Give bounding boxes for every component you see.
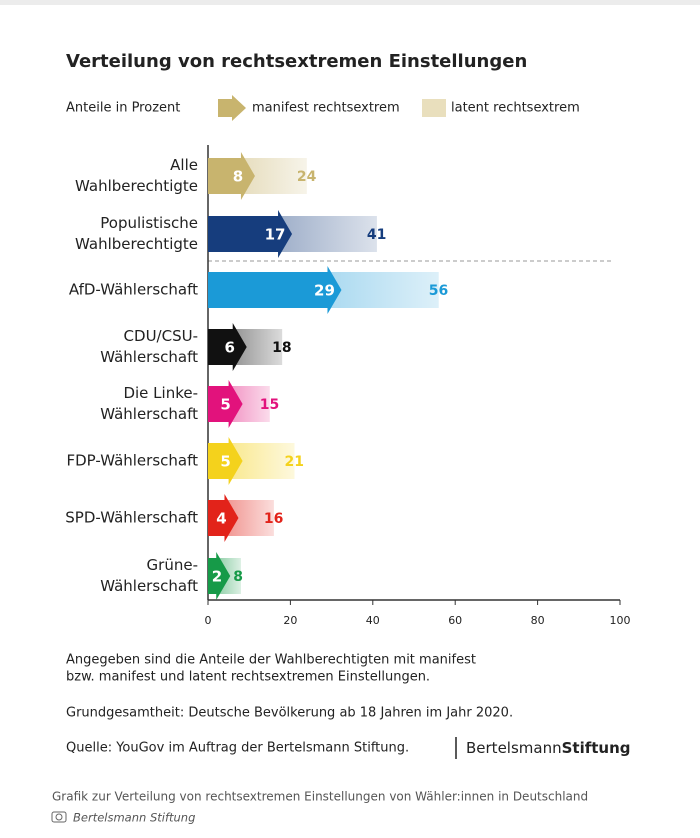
legend-swatch: [422, 99, 446, 117]
manifest-arrow: [208, 552, 231, 600]
x-tick-label: 0: [205, 614, 212, 627]
camera-icon: [51, 811, 67, 823]
category-label: Populistische: [100, 214, 198, 232]
category-label: Wahlberechtigte: [75, 177, 198, 195]
legend-label: latent rechtsextrem: [451, 101, 580, 116]
credit: Bertelsmann Stiftung: [73, 811, 195, 825]
value-label: 8: [233, 168, 243, 186]
category-label: Wählerschaft: [100, 405, 198, 423]
logo-part: Stiftung: [562, 739, 631, 757]
value-label: 15: [260, 397, 279, 413]
caption: Grafik zur Verteilung von rechtsextremen…: [52, 790, 588, 804]
legend-swatch: [218, 95, 246, 121]
note: bzw. manifest und latent rechtsextremen …: [66, 670, 430, 685]
manifest-arrow: [208, 323, 247, 371]
category-label: Wählerschaft: [100, 577, 198, 595]
x-tick-label: 60: [448, 614, 462, 627]
manifest-arrow: [208, 380, 243, 428]
value-label: 29: [314, 282, 335, 300]
x-tick-label: 100: [610, 614, 631, 627]
note: Grundgesamtheit: Deutsche Bevölkerung ab…: [66, 706, 513, 721]
value-label: 6: [225, 339, 235, 357]
top-strip: [0, 0, 700, 5]
value-label: 5: [220, 453, 230, 471]
value-label: 24: [297, 169, 317, 185]
x-tick-label: 80: [531, 614, 545, 627]
category-label: AfD-Wählerschaft: [69, 281, 198, 299]
manifest-arrow: [208, 437, 243, 485]
value-label: 5: [220, 396, 230, 414]
manifest-arrow: [208, 152, 255, 200]
value-label: 41: [367, 227, 386, 243]
x-tick-label: 20: [283, 614, 297, 627]
value-label: 21: [285, 454, 304, 470]
logo-part: Bertelsmann: [466, 739, 562, 757]
value-label: 4: [216, 510, 226, 528]
legend-label: manifest rechtsextrem: [252, 101, 400, 116]
category-label: Die Linke-: [123, 384, 198, 402]
category-label: Wahlberechtigte: [75, 235, 198, 253]
manifest-arrow: [208, 494, 239, 542]
value-label: 17: [265, 226, 286, 244]
logo: BertelsmannStiftung: [466, 739, 631, 757]
category-label: Wählerschaft: [100, 348, 198, 366]
value-label: 2: [212, 568, 222, 586]
category-label: SPD-Wählerschaft: [65, 509, 198, 527]
x-tick-label: 40: [366, 614, 380, 627]
value-label: 18: [272, 340, 291, 356]
category-label: Grüne-: [147, 556, 198, 574]
chart-title: Verteilung von rechtsextremen Einstellun…: [66, 51, 527, 72]
value-label: 8: [233, 569, 243, 585]
value-label: 56: [429, 283, 448, 299]
note: Angegeben sind die Anteile der Wahlberec…: [66, 653, 476, 668]
category-label: Alle: [170, 156, 198, 174]
manifest-arrow: [208, 266, 342, 314]
value-label: 16: [264, 511, 283, 527]
note: Quelle: YouGov im Auftrag der Bertelsman…: [66, 741, 409, 756]
category-label: FDP-Wählerschaft: [67, 452, 199, 470]
manifest-arrow: [208, 210, 293, 258]
legend-title: Anteile in Prozent: [66, 101, 180, 116]
category-label: CDU/CSU-: [124, 327, 198, 345]
